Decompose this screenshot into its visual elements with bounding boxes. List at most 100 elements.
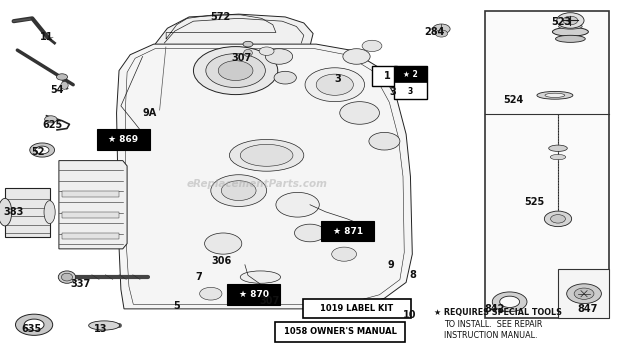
Text: 11: 11 bbox=[40, 32, 53, 42]
Bar bbox=[62, 212, 119, 218]
Ellipse shape bbox=[61, 273, 73, 281]
Ellipse shape bbox=[240, 271, 280, 283]
Text: 337: 337 bbox=[71, 279, 91, 289]
Bar bbox=[5, 188, 50, 237]
Text: 3: 3 bbox=[335, 74, 341, 84]
Bar bbox=[394, 66, 427, 82]
Text: TO INSTALL.  SEE REPAIR: TO INSTALL. SEE REPAIR bbox=[444, 319, 542, 329]
Bar bbox=[372, 66, 397, 86]
Ellipse shape bbox=[545, 93, 565, 97]
Text: 523: 523 bbox=[552, 17, 572, 27]
Circle shape bbox=[265, 49, 293, 64]
Circle shape bbox=[369, 132, 400, 150]
Circle shape bbox=[551, 215, 565, 223]
Text: 524: 524 bbox=[503, 95, 523, 104]
Text: 572: 572 bbox=[210, 12, 230, 22]
Text: 625: 625 bbox=[43, 120, 63, 130]
FancyBboxPatch shape bbox=[321, 221, 374, 241]
Bar bbox=[558, 269, 609, 318]
Circle shape bbox=[362, 40, 382, 52]
Circle shape bbox=[574, 288, 594, 299]
Polygon shape bbox=[59, 161, 127, 249]
Circle shape bbox=[567, 284, 601, 304]
Circle shape bbox=[45, 116, 57, 123]
Ellipse shape bbox=[0, 198, 12, 226]
Circle shape bbox=[56, 74, 68, 80]
Text: 847: 847 bbox=[578, 304, 598, 314]
Text: 52: 52 bbox=[32, 147, 45, 157]
Ellipse shape bbox=[89, 321, 120, 330]
Ellipse shape bbox=[552, 27, 588, 36]
Text: ★ REQUIRES SPECIAL TOOLS: ★ REQUIRES SPECIAL TOOLS bbox=[434, 308, 562, 317]
Bar bbox=[275, 322, 405, 342]
Text: 1058 OWNER'S MANUAL: 1058 OWNER'S MANUAL bbox=[284, 328, 397, 336]
Text: 284: 284 bbox=[424, 27, 444, 37]
Bar bbox=[62, 233, 119, 239]
Text: 842: 842 bbox=[485, 304, 505, 314]
Text: INSTRUCTION MANUAL.: INSTRUCTION MANUAL. bbox=[444, 331, 538, 340]
Circle shape bbox=[563, 16, 578, 25]
Circle shape bbox=[221, 181, 256, 201]
Circle shape bbox=[316, 74, 353, 95]
Text: 1: 1 bbox=[384, 71, 391, 80]
Ellipse shape bbox=[244, 49, 252, 56]
Text: 306: 306 bbox=[212, 256, 232, 265]
Bar bbox=[485, 11, 609, 318]
Text: 9A: 9A bbox=[143, 108, 157, 118]
Circle shape bbox=[274, 71, 296, 84]
Text: ★ 871: ★ 871 bbox=[333, 227, 363, 235]
Circle shape bbox=[211, 175, 267, 207]
Circle shape bbox=[200, 287, 222, 300]
Ellipse shape bbox=[559, 24, 582, 29]
Polygon shape bbox=[117, 44, 412, 309]
Ellipse shape bbox=[44, 201, 55, 224]
Text: ★ 870: ★ 870 bbox=[239, 290, 268, 299]
Ellipse shape bbox=[229, 139, 304, 171]
Circle shape bbox=[243, 41, 253, 47]
Circle shape bbox=[544, 211, 572, 227]
Polygon shape bbox=[154, 14, 313, 46]
Circle shape bbox=[332, 247, 356, 261]
Text: 307: 307 bbox=[260, 296, 280, 306]
Circle shape bbox=[557, 13, 584, 28]
Bar bbox=[62, 191, 119, 197]
Bar bbox=[303, 299, 411, 318]
Text: 1019 LABEL KIT: 1019 LABEL KIT bbox=[320, 304, 394, 313]
Text: 307: 307 bbox=[232, 53, 252, 63]
Ellipse shape bbox=[61, 82, 68, 89]
Text: 383: 383 bbox=[4, 207, 24, 217]
Text: 9: 9 bbox=[388, 261, 394, 270]
FancyBboxPatch shape bbox=[227, 284, 280, 305]
Circle shape bbox=[276, 192, 319, 217]
Bar bbox=[394, 66, 427, 99]
Circle shape bbox=[193, 47, 278, 95]
Circle shape bbox=[433, 24, 450, 34]
Text: 7: 7 bbox=[195, 272, 202, 282]
Ellipse shape bbox=[241, 144, 293, 166]
Circle shape bbox=[340, 102, 379, 124]
Text: 5: 5 bbox=[174, 301, 180, 311]
FancyBboxPatch shape bbox=[97, 129, 150, 150]
Text: 3: 3 bbox=[408, 87, 413, 96]
Text: 3: 3 bbox=[390, 88, 396, 97]
Circle shape bbox=[205, 233, 242, 254]
Circle shape bbox=[435, 30, 448, 37]
Text: 54: 54 bbox=[50, 85, 64, 95]
Ellipse shape bbox=[551, 154, 565, 160]
Text: 525: 525 bbox=[525, 197, 544, 207]
Text: ★ 2: ★ 2 bbox=[403, 70, 418, 79]
Circle shape bbox=[206, 54, 265, 88]
Ellipse shape bbox=[537, 91, 573, 99]
Circle shape bbox=[259, 47, 274, 55]
Circle shape bbox=[294, 224, 326, 242]
Circle shape bbox=[218, 61, 253, 80]
Text: eReplacementParts.com: eReplacementParts.com bbox=[187, 179, 328, 189]
Text: ★ 869: ★ 869 bbox=[108, 135, 138, 144]
Text: 10: 10 bbox=[402, 310, 416, 320]
Ellipse shape bbox=[549, 145, 567, 151]
Text: 635: 635 bbox=[21, 324, 41, 334]
Ellipse shape bbox=[58, 271, 76, 283]
Circle shape bbox=[305, 68, 365, 102]
Text: 13: 13 bbox=[94, 324, 108, 334]
Text: 8: 8 bbox=[409, 270, 417, 280]
